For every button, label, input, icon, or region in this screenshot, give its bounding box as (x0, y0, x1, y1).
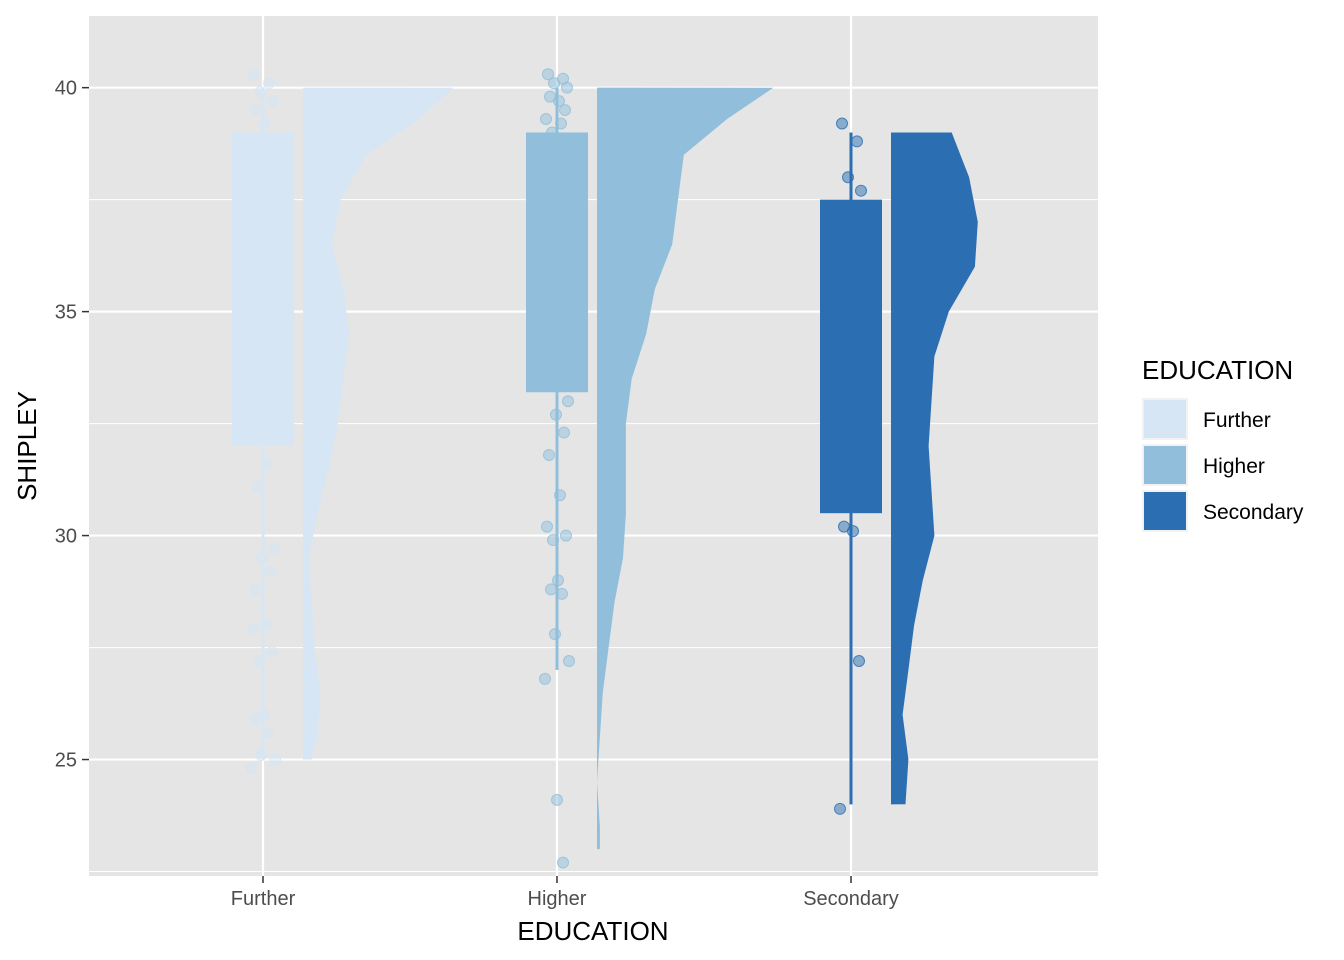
data-point (265, 242, 277, 255)
data-point (559, 104, 571, 117)
data-point (259, 117, 271, 130)
axes: 25 30 35 40 Further Higher Secondary (55, 78, 899, 910)
group-further (232, 68, 454, 775)
y-tick-label: 30 (55, 526, 77, 548)
group-secondary (820, 117, 978, 815)
data-point (834, 802, 846, 815)
data-point (551, 793, 563, 806)
data-point (261, 457, 273, 470)
data-point (260, 619, 272, 632)
data-point (847, 525, 859, 538)
legend: EDUCATION Further Higher Secondary (1142, 355, 1304, 532)
legend-label: Further (1203, 409, 1271, 432)
box-body (820, 199, 882, 514)
group-higher (526, 68, 774, 869)
data-point (851, 135, 863, 148)
data-point (539, 672, 551, 685)
legend-key-higher (1144, 446, 1186, 484)
data-point (548, 77, 560, 90)
data-point (249, 583, 261, 596)
data-point (552, 574, 564, 587)
density-cloud (891, 132, 978, 805)
data-point (247, 623, 259, 636)
data-point (255, 749, 267, 762)
data-point (853, 655, 865, 667)
data-point (269, 753, 281, 766)
data-point (554, 489, 566, 502)
density-cloud (303, 87, 454, 760)
data-point (256, 551, 268, 564)
x-tick-label: Secondary (803, 888, 899, 910)
data-point (855, 184, 867, 197)
data-point (836, 117, 848, 130)
data-point (263, 77, 275, 90)
box-body (526, 132, 588, 393)
data-point (266, 646, 278, 659)
data-point (253, 655, 265, 667)
data-point (542, 68, 554, 81)
data-point (549, 628, 561, 641)
legend-label: Secondary (1203, 501, 1304, 524)
data-point (563, 655, 575, 667)
data-point (557, 856, 569, 869)
y-tick-label: 35 (55, 302, 77, 324)
box-body (232, 132, 294, 447)
x-tick-label: Higher (528, 888, 587, 910)
x-tick-label: Further (231, 888, 296, 910)
data-point (545, 583, 557, 596)
data-point (250, 104, 262, 117)
data-point (560, 529, 572, 542)
data-point (550, 408, 562, 421)
data-point (543, 448, 555, 461)
density-cloud (597, 87, 774, 850)
data-point (553, 95, 565, 108)
data-point (556, 587, 568, 600)
x-axis-title: EDUCATION (517, 916, 668, 946)
legend-key-secondary (1144, 492, 1186, 530)
data-point (541, 520, 553, 533)
legend-title: EDUCATION (1142, 355, 1293, 385)
data-point (252, 480, 264, 493)
legend-key-further (1144, 400, 1186, 438)
legend-label: Higher (1203, 455, 1265, 478)
data-point (264, 565, 276, 578)
data-point (546, 126, 558, 139)
y-tick-label: 40 (55, 78, 77, 100)
data-point (268, 543, 280, 556)
data-point (254, 86, 266, 99)
data-point (561, 81, 573, 94)
data-point (562, 395, 574, 408)
data-point (262, 726, 274, 739)
data-point (540, 113, 552, 126)
data-point (246, 395, 258, 408)
data-point (267, 95, 279, 108)
data-point (248, 68, 260, 81)
data-point (842, 171, 854, 184)
y-axis-title: SHIPLEY (12, 391, 42, 501)
data-point (555, 117, 567, 130)
data-point (251, 713, 263, 726)
chart-marks (232, 68, 978, 869)
data-point (245, 762, 257, 775)
y-tick-label: 25 (55, 750, 77, 772)
data-point (547, 534, 559, 547)
data-point (558, 426, 570, 439)
